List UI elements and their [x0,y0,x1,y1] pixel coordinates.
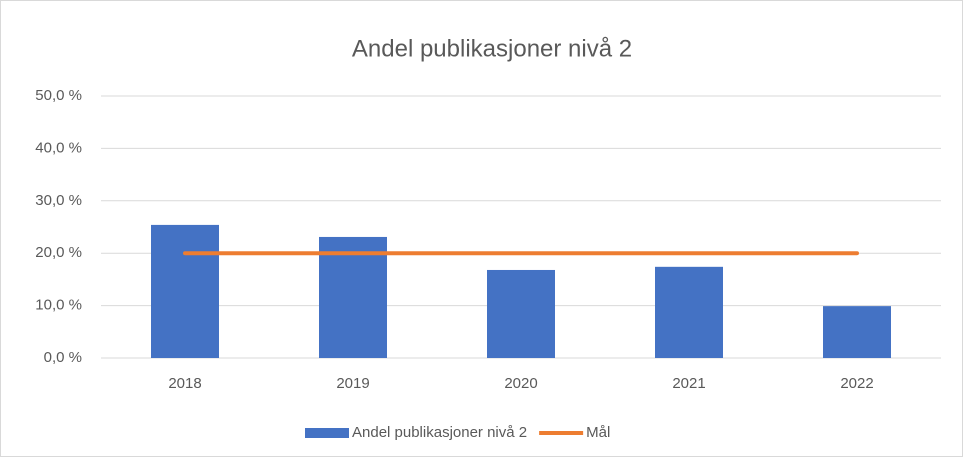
bar [655,266,723,358]
y-tick-label: 40,0 % [35,139,82,156]
chart-title: Andel publikasjoner nivå 2 [352,35,632,62]
x-tick-label: 2019 [336,375,369,392]
y-tick-label: 20,0 % [35,244,82,261]
bar [319,236,387,358]
x-tick-label: 2022 [840,375,873,392]
y-tick-label: 10,0 % [35,297,82,314]
y-tick-label: 30,0 % [35,192,82,209]
y-tick-label: 0,0 % [44,349,82,366]
x-tick-label: 2018 [168,375,201,392]
x-tick-label: 2020 [504,375,537,392]
legend-label: Mål [586,424,610,441]
legend-swatch [305,428,349,438]
bar [151,224,219,358]
y-tick-label: 50,0 % [35,87,82,104]
bar [823,306,891,358]
x-tick-label: 2021 [672,375,705,392]
legend-label: Andel publikasjoner nivå 2 [352,424,527,441]
bar [487,269,555,358]
